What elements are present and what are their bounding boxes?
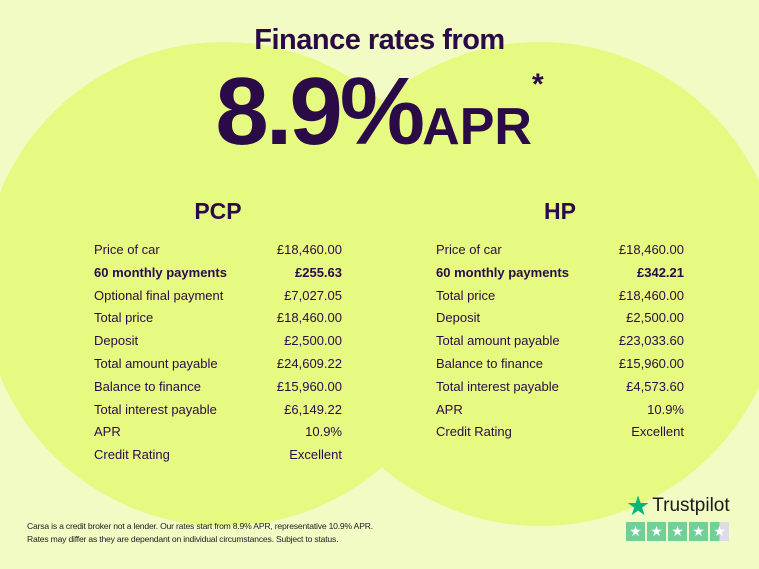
star-icon: ★ [710,522,729,541]
row-label: Deposit [94,333,139,349]
row-value: £18,460.00 [276,310,342,326]
rate-suffix: APR [422,98,532,156]
trustpilot-name: Trustpilot [652,495,730,516]
row-value: £23,033.60 [618,333,684,349]
table-row: Balance to finance £15,960.00 [94,376,342,399]
row-label: 60 monthly payments [436,264,569,280]
rate-display: 8.9%APR* [0,62,759,162]
row-label: Total interest payable [94,401,217,417]
row-label: APR [436,401,463,417]
row-label: Total price [436,287,496,303]
row-value: 10.9% [305,424,342,440]
row-label: Price of car [436,242,502,257]
background-circle-right [298,42,759,526]
table-row: Price of car £18,460.00 [436,239,684,262]
hp-panel: HP Price of car £18,460.00 60 monthly paym… [436,198,684,444]
star-icon: ★ [668,522,687,541]
disclaimer-line-1: Carsa is a credit broker not a lender. O… [27,521,373,531]
row-value: £15,960.00 [276,378,342,394]
row-value: £4,573.60 [626,378,684,394]
row-label: Credit Rating [94,447,170,463]
trustpilot-rating: ★ ★ ★ ★ ★ [626,522,730,541]
table-row: APR 10.9% [436,399,684,422]
trustpilot-badge: ★ Trustpilot ★ ★ ★ ★ ★ [626,491,730,541]
table-row: Total interest payable £6,149.22 [94,399,342,422]
row-value: 10.9% [647,401,684,417]
row-label: Price of car [94,242,160,257]
table-row: Total price £18,460.00 [94,307,342,330]
table-row: Credit Rating Excellent [94,444,342,467]
disclaimer: Carsa is a credit broker not a lender. O… [27,520,373,546]
table-row: Deposit £2,500.00 [94,330,342,353]
table-row: Credit Rating Excellent [436,421,684,444]
row-value: Excellent [289,447,342,463]
table-row: Total amount payable £23,033.60 [436,330,684,353]
row-label: Total amount payable [94,355,218,371]
row-label: Total amount payable [436,333,560,349]
row-value: £6,149.22 [284,401,342,417]
row-value: £15,960.00 [618,355,684,371]
table-row: Price of car £18,460.00 [94,239,342,262]
table-row: Total amount payable £24,609.22 [94,353,342,376]
row-value: £255.63 [295,264,342,280]
row-label: Balance to finance [94,378,201,394]
table-row: 60 monthly payments £255.63 [94,262,342,285]
table-row: 60 monthly payments £342.21 [436,262,684,285]
pcp-panel: PCP Price of car £18,460.00 60 monthly pay… [94,198,342,467]
table-row: Total interest payable £4,573.60 [436,376,684,399]
table-row: Balance to finance £15,960.00 [436,353,684,376]
row-value: £24,609.22 [276,355,342,371]
asterisk: * [531,68,544,101]
row-value: £2,500.00 [626,310,684,326]
table-row: Deposit £2,500.00 [436,307,684,330]
row-label: Deposit [436,310,481,326]
star-icon: ★ [647,522,666,541]
row-value: Excellent [631,424,684,440]
star-icon: ★ [626,522,645,541]
pcp-title: PCP [194,198,242,224]
row-value: £2,500.00 [284,333,342,349]
table-row: Total price £18,460.00 [436,285,684,308]
row-value: £18,460.00 [618,242,684,257]
row-label: 60 monthly payments [94,264,227,280]
row-value: £7,027.05 [284,287,342,303]
row-value: £18,460.00 [618,287,684,303]
row-label: Total interest payable [436,378,559,394]
row-value: £18,460.00 [276,242,342,257]
table-row: APR 10.9% [94,421,342,444]
headline: Finance rates from [254,24,505,56]
row-label: Optional final payment [94,287,224,303]
hp-title: HP [544,198,576,224]
star-icon: ★ [626,491,651,521]
star-icon: ★ [689,522,708,541]
row-label: APR [94,424,121,440]
rate-value: 8.9% [215,58,425,165]
row-value: £342.21 [637,264,684,280]
row-label: Balance to finance [436,355,543,371]
row-label: Credit Rating [436,424,512,440]
disclaimer-line-2: Rates may differ as they are dependant o… [27,534,339,544]
row-label: Total price [94,310,154,326]
table-row: Optional final payment £7,027.05 [94,285,342,308]
